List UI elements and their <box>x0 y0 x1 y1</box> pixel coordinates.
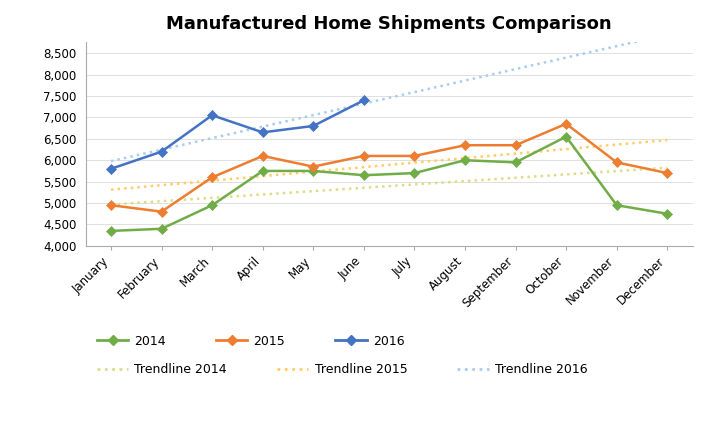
Legend: Trendline 2014, Trendline 2015, Trendline 2016: Trendline 2014, Trendline 2015, Trendlin… <box>92 358 593 381</box>
Title: Manufactured Home Shipments Comparison: Manufactured Home Shipments Comparison <box>166 14 612 33</box>
